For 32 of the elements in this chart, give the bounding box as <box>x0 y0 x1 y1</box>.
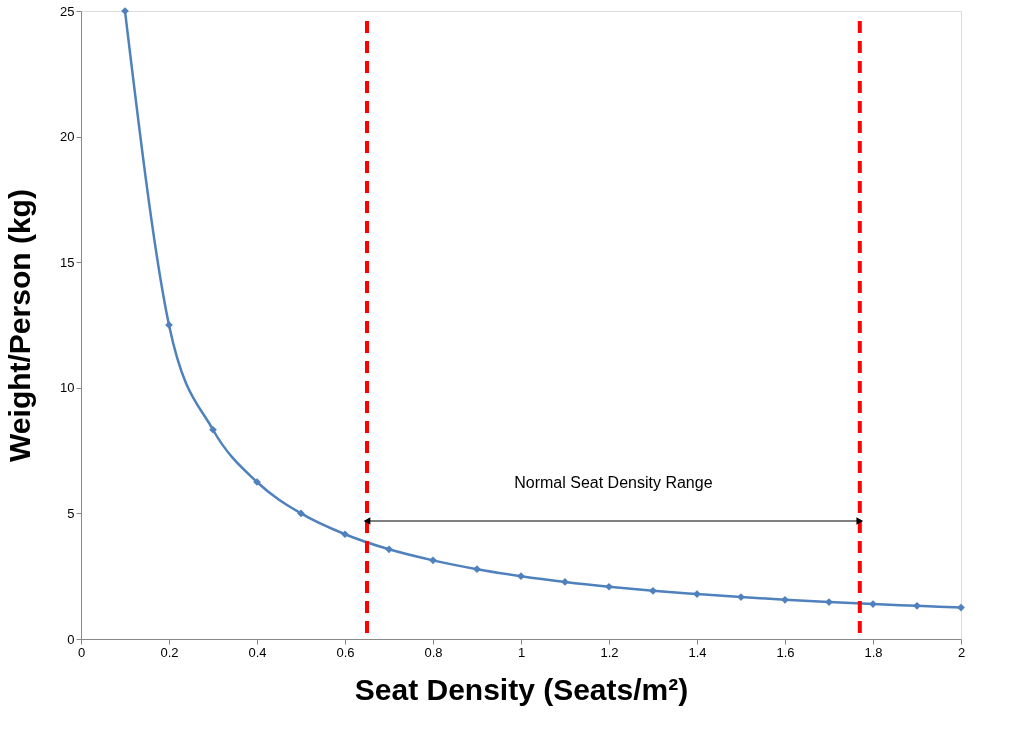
point <box>341 530 349 539</box>
x-tick-label: 1 <box>517 644 526 660</box>
y-tick-label: 25 <box>60 3 75 19</box>
point <box>781 595 789 604</box>
y-axis-title: Weight/Person (kg) <box>3 189 37 462</box>
point <box>649 586 657 595</box>
annotation: Normal Seat Density Range <box>514 474 713 491</box>
x-tick-label: 0.2 <box>160 644 179 660</box>
x-tick-label: 0 <box>77 644 86 660</box>
point <box>297 509 305 518</box>
x-tick-label: 0.6 <box>336 644 355 660</box>
point <box>209 425 217 434</box>
point <box>517 572 525 581</box>
y-tick-label: 0 <box>67 631 75 647</box>
y-tick-label: 5 <box>67 505 75 521</box>
x-tick-label: 1.6 <box>776 644 795 660</box>
y-tick-label: 15 <box>60 254 75 270</box>
x-tick-label: 1.2 <box>600 644 619 660</box>
point <box>957 603 965 612</box>
point <box>429 556 437 565</box>
x-axis-title: Seat Density (Seats/m²) <box>354 672 689 706</box>
point <box>473 565 481 574</box>
x-tick-label: 1.4 <box>688 644 707 660</box>
point <box>385 545 393 554</box>
x-tick-label: 0.8 <box>424 644 443 660</box>
point <box>605 582 613 591</box>
point <box>913 601 921 610</box>
x-tick-label: 0.4 <box>248 644 267 660</box>
x-tick-label: 2 <box>957 644 966 660</box>
y-tick-label: 20 <box>60 129 75 145</box>
x-tick-label: 1.8 <box>864 644 883 660</box>
y-tick-label: 10 <box>60 380 75 396</box>
